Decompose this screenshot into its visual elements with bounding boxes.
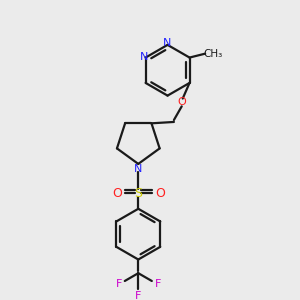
Text: N: N (140, 52, 148, 61)
Text: N: N (134, 164, 142, 174)
Text: O: O (177, 98, 186, 107)
Text: N: N (164, 38, 172, 48)
Text: F: F (135, 291, 142, 300)
Text: O: O (155, 187, 165, 200)
Text: F: F (116, 279, 122, 290)
Text: S: S (134, 187, 142, 200)
Text: F: F (154, 279, 161, 290)
Text: CH₃: CH₃ (203, 49, 223, 59)
Text: O: O (112, 187, 122, 200)
